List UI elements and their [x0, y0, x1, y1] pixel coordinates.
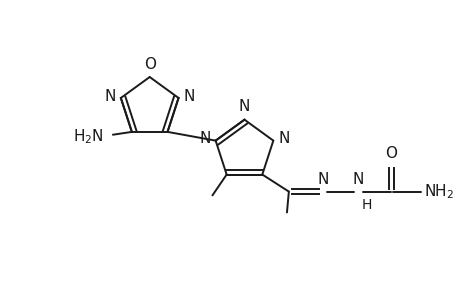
Text: N: N — [183, 88, 194, 104]
Text: O: O — [384, 146, 397, 161]
Text: H$_2$N: H$_2$N — [73, 127, 103, 146]
Text: N: N — [199, 131, 210, 146]
Text: O: O — [143, 57, 155, 72]
Text: N: N — [238, 99, 250, 114]
Text: N: N — [352, 172, 363, 187]
Text: H: H — [361, 198, 371, 212]
Text: N: N — [105, 88, 116, 104]
Text: NH$_2$: NH$_2$ — [424, 182, 453, 201]
Text: N: N — [277, 131, 289, 146]
Text: N: N — [317, 172, 328, 187]
